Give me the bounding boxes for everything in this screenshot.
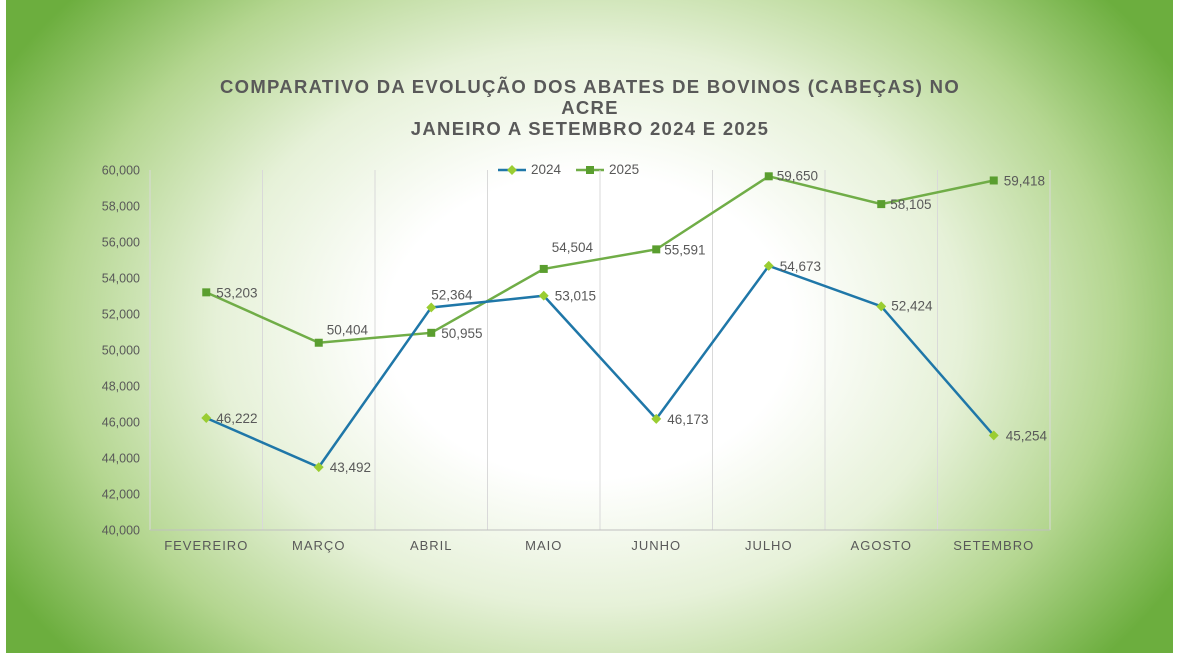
data-label-2024: 52,364 [431,287,473,302]
data-label-2025: 59,650 [777,168,818,183]
marker-2024 [763,260,774,271]
marker-2025 [314,338,323,347]
marker-2024 [426,302,437,313]
y-tick-label: 52,000 [102,308,140,322]
chart-frame [6,0,1173,653]
x-tick-label: JULHO [745,538,793,553]
data-label-2024: 43,492 [330,460,371,475]
y-tick-label: 42,000 [102,488,140,502]
data-label-2024: 54,673 [780,259,821,274]
x-tick-label: FEVEREIRO [164,538,248,553]
chart-legend: 2024 2025 [497,162,639,177]
marker-2024 [313,462,324,473]
legend-item-2024: 2024 [497,162,561,177]
data-label-2024: 53,015 [555,289,596,304]
marker-2025 [764,172,773,181]
marker-2025 [989,176,998,185]
marker-2024 [988,430,999,441]
y-tick-label: 60,000 [102,164,140,178]
series-line-2025 [205,174,995,345]
data-label-2024: 52,424 [891,298,933,313]
data-label-2025: 53,203 [216,285,257,300]
data-label-2025: 55,591 [664,242,705,257]
data-label-2025: 58,105 [890,197,931,212]
data-label-2024: 45,254 [1006,428,1048,443]
x-tick-label: MAIO [525,538,562,553]
y-tick-label: 46,000 [102,416,140,430]
y-tick-label: 44,000 [102,452,140,466]
legend-line-2025-icon [576,165,605,174]
x-tick-label: JUNHO [631,538,681,553]
chart-title-line-2: ACRE [561,97,619,118]
chart-title-line-3: JANEIRO A SETEMBRO 2024 E 2025 [410,118,770,139]
marker-2025 [877,200,886,209]
data-label-2024: 46,222 [216,411,257,426]
y-tick-label: 56,000 [102,236,140,250]
data-label-2025: 50,955 [441,326,482,341]
legend-line-2024-icon [498,164,526,175]
marker-2025 [539,264,548,273]
x-tick-label: ABRIL [410,538,453,553]
y-tick-label: 58,000 [102,200,140,214]
y-tick-label: 40,000 [102,524,140,538]
legend-label-2024: 2024 [531,162,562,177]
marker-2024 [651,413,662,424]
legend-label-2025: 2025 [609,162,640,177]
legend-item-2025: 2025 [575,162,639,177]
marker-2025 [427,328,436,337]
data-label-2025: 50,404 [327,323,369,338]
marker-2024 [876,301,887,312]
data-label-2025: 59,418 [1004,173,1045,188]
chart-title-line-1: COMPARATIVO DA EVOLUÇÃO DOS ABATES DE BO… [219,76,961,97]
y-tick-label: 50,000 [102,344,140,358]
x-tick-label: MARÇO [292,538,345,553]
marker-2024 [538,290,549,301]
marker-2025 [652,245,661,254]
data-label-2024: 46,173 [667,412,708,427]
marker-2025 [202,288,211,297]
chart-title: COMPARATIVO DA EVOLUÇÃO DOS ABATES DE BO… [160,76,1020,139]
y-tick-label: 54,000 [102,272,140,286]
marker-2024 [201,413,212,423]
x-tick-label: SETEMBRO [953,538,1034,553]
y-tick-label: 48,000 [102,380,140,394]
series-line-2024 [205,264,995,469]
x-tick-label: AGOSTO [851,538,912,553]
data-label-2025: 54,504 [552,240,594,255]
